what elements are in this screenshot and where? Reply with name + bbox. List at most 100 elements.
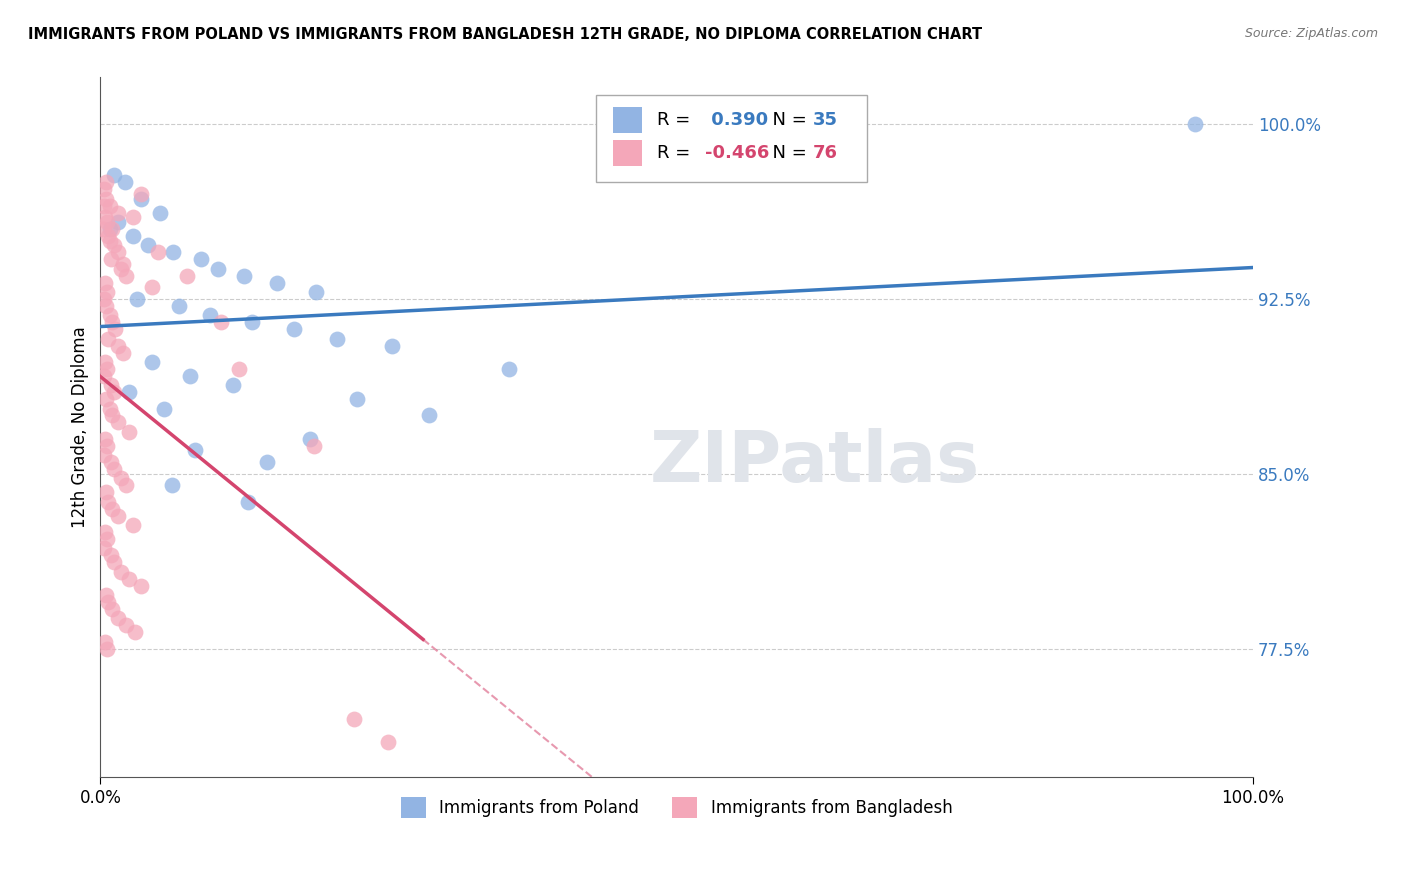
Point [190, 252, 212, 267]
Point [107, 416, 129, 430]
Point [100, 252, 122, 267]
Point [162, 245, 184, 260]
Point [94, 485, 117, 500]
Text: 76: 76 [813, 144, 838, 162]
Point [103, 169, 125, 183]
FancyBboxPatch shape [613, 140, 643, 166]
Text: -0.466: -0.466 [706, 144, 769, 162]
Point [1184, 117, 1206, 131]
Text: 35: 35 [813, 112, 838, 129]
Point [98, 401, 121, 416]
Point [121, 229, 143, 244]
Point [112, 345, 135, 359]
Text: IMMIGRANTS FROM POLAND VS IMMIGRANTS FROM BANGLADESH 12TH GRADE, NO DIPLOMA CORR: IMMIGRANTS FROM POLAND VS IMMIGRANTS FRO… [28, 27, 983, 42]
Text: Source: ZipAtlas.com: Source: ZipAtlas.com [1244, 27, 1378, 40]
Point [149, 205, 172, 219]
Point [94, 432, 117, 446]
Text: ZIPatlas: ZIPatlas [650, 427, 980, 497]
Point [418, 409, 440, 423]
Point [94, 524, 117, 539]
Point [152, 401, 174, 416]
Point [209, 315, 232, 329]
Point [118, 385, 141, 400]
Point [283, 322, 305, 336]
Text: N =: N = [761, 144, 813, 162]
Point [129, 579, 152, 593]
Point [93, 541, 115, 556]
Point [94, 211, 117, 225]
Point [97, 332, 120, 346]
Point [103, 238, 125, 252]
Point [101, 315, 124, 329]
Point [160, 478, 183, 492]
Point [94, 299, 117, 313]
FancyBboxPatch shape [613, 107, 643, 134]
Point [179, 368, 201, 383]
Point [96, 285, 118, 299]
Point [325, 332, 347, 346]
Point [98, 199, 121, 213]
Point [96, 641, 118, 656]
Point [112, 257, 135, 271]
Point [266, 276, 288, 290]
Point [299, 432, 322, 446]
Point [256, 455, 278, 469]
Point [184, 443, 207, 458]
Legend: Immigrants from Poland, Immigrants from Bangladesh: Immigrants from Poland, Immigrants from … [394, 791, 959, 824]
Point [100, 378, 122, 392]
Point [233, 268, 256, 283]
Point [93, 292, 115, 306]
Point [101, 501, 124, 516]
Point [101, 602, 124, 616]
Point [107, 611, 129, 625]
Point [381, 338, 404, 352]
Text: R =: R = [657, 112, 696, 129]
Point [98, 234, 121, 248]
Point [110, 261, 132, 276]
Point [228, 362, 250, 376]
Point [107, 245, 129, 260]
Point [124, 625, 146, 640]
Text: N =: N = [761, 112, 813, 129]
Point [236, 495, 259, 509]
Point [93, 199, 115, 213]
Point [94, 175, 117, 189]
Point [107, 215, 129, 229]
Point [305, 285, 328, 299]
Point [96, 215, 118, 229]
Point [101, 222, 124, 236]
Point [103, 462, 125, 476]
Point [94, 355, 117, 369]
Point [103, 385, 125, 400]
Point [107, 508, 129, 523]
Point [129, 192, 152, 206]
Y-axis label: 12th Grade, No Diploma: 12th Grade, No Diploma [72, 326, 89, 528]
Point [167, 299, 190, 313]
Point [118, 425, 141, 439]
Point [141, 280, 163, 294]
Point [346, 392, 368, 407]
Point [98, 308, 121, 322]
Point [93, 182, 115, 196]
FancyBboxPatch shape [596, 95, 866, 182]
Point [94, 276, 117, 290]
Point [198, 308, 221, 322]
Point [114, 618, 136, 632]
Point [97, 495, 120, 509]
Point [103, 555, 125, 569]
Point [343, 712, 366, 726]
Point [110, 565, 132, 579]
Point [302, 439, 325, 453]
Point [91, 222, 114, 236]
Point [121, 518, 143, 533]
Point [96, 362, 118, 376]
Point [242, 315, 264, 329]
Point [94, 392, 117, 407]
Point [93, 368, 115, 383]
Point [141, 355, 163, 369]
Point [97, 595, 120, 609]
Point [100, 455, 122, 469]
Point [377, 735, 399, 749]
Point [207, 261, 229, 276]
Point [94, 634, 117, 648]
